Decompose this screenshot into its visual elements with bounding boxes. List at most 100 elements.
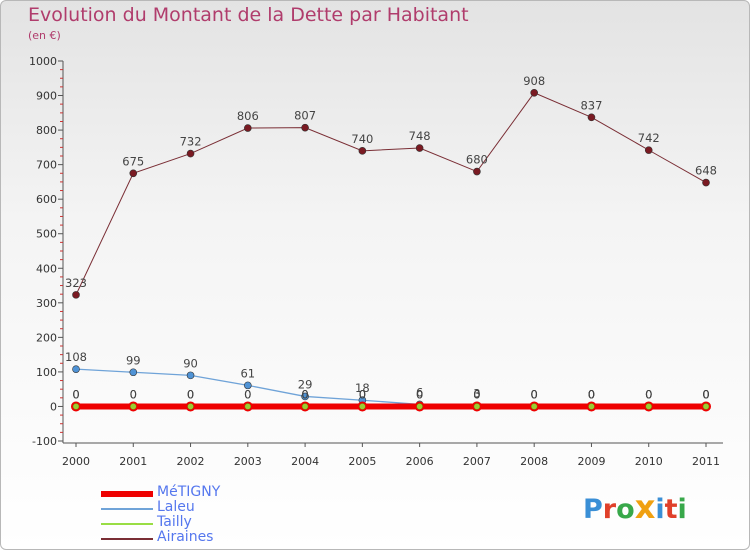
data-label-mtigny: 0 — [588, 387, 595, 401]
data-label-tailly: 0 — [359, 387, 366, 401]
y-tick-label: 800 — [36, 124, 57, 137]
y-tick-label: 900 — [36, 90, 57, 103]
data-label-tailly: 0 — [645, 387, 652, 401]
data-label-laleu: 0 — [702, 387, 709, 401]
data-label-tailly: 0 — [244, 387, 251, 401]
data-point-airaines — [702, 178, 710, 187]
y-tick-label: 400 — [36, 262, 57, 275]
y-tick-label: 300 — [36, 297, 57, 310]
data-point-inner-mtigny — [702, 403, 710, 410]
data-label-laleu: 0 — [531, 387, 538, 401]
x-tick-label: 2004 — [291, 455, 319, 468]
x-tick-label: 2000 — [62, 455, 90, 468]
legend-label: Laleu — [157, 499, 195, 515]
data-point-airaines — [587, 113, 596, 122]
data-label-mtigny: 0 — [702, 387, 709, 401]
data-label-laleu: 0 — [588, 387, 595, 401]
data-label-mtigny: 0 — [416, 387, 423, 401]
data-label-tailly: 0 — [702, 387, 709, 401]
data-label-airaines: 648 — [695, 164, 717, 178]
chart-title: Evolution du Montant de la Dette par Hab… — [28, 4, 469, 26]
data-point-airaines — [186, 149, 195, 158]
data-label-tailly: 0 — [473, 387, 480, 401]
data-point-airaines — [244, 124, 252, 132]
data-label-mtigny: 0 — [72, 387, 79, 401]
legend-swatch — [101, 508, 153, 510]
y-tick-label: 1000 — [29, 55, 57, 68]
data-point-inner-mtigny — [473, 403, 481, 410]
data-point-airaines — [530, 88, 538, 97]
data-label-tailly: 0 — [588, 387, 595, 401]
y-tick-label: 600 — [36, 193, 57, 206]
data-point-airaines — [473, 167, 481, 176]
data-point-laleu — [186, 371, 195, 380]
data-point-inner-mtigny — [244, 403, 252, 410]
data-point-inner-mtigny — [359, 403, 366, 410]
x-tick-label: 2010 — [635, 455, 663, 468]
legend-item: Airaines — [101, 529, 301, 546]
data-point-laleu — [244, 381, 252, 390]
x-tick-label: 2001 — [119, 455, 147, 468]
y-tick-label: -100 — [32, 435, 57, 448]
data-label-tailly: 0 — [416, 387, 423, 401]
data-point-airaines — [644, 146, 653, 154]
legend-label: Tailly — [157, 514, 192, 530]
x-tick-label: 2008 — [520, 455, 548, 468]
data-label-mtigny: 0 — [645, 387, 652, 401]
data-point-inner-mtigny — [588, 403, 595, 410]
data-label-mtigny: 0 — [301, 387, 308, 401]
y-tick-label: 200 — [36, 331, 57, 344]
legend-label: Airaines — [157, 529, 214, 545]
data-point-airaines — [358, 147, 367, 155]
data-point-inner-mtigny — [72, 403, 80, 410]
data-label-laleu: 29 — [298, 377, 313, 391]
legend-item: Tailly — [101, 514, 301, 531]
x-tick-label: 2011 — [692, 455, 720, 468]
data-label-airaines: 732 — [180, 135, 202, 149]
data-label-laleu: 0 — [645, 387, 652, 401]
legend: MéTIGNY Laleu Tailly Airaines — [101, 484, 301, 546]
proxiti-logo: Proxiti — [583, 488, 687, 526]
data-label-tailly: 0 — [187, 387, 194, 401]
x-tick-label: 2002 — [177, 455, 205, 468]
data-point-inner-mtigny — [187, 403, 194, 410]
data-label-tailly: 0 — [130, 387, 137, 401]
data-label-laleu: 108 — [65, 350, 87, 364]
chart-subtitle: (en €) — [28, 29, 61, 42]
x-tick-label: 2009 — [577, 455, 605, 468]
legend-swatch — [101, 523, 153, 525]
data-label-tailly: 0 — [301, 387, 308, 401]
series-line-laleu — [75, 368, 706, 408]
data-label-laleu: 90 — [183, 356, 198, 370]
data-point-airaines — [415, 144, 424, 152]
series-line-airaines — [75, 92, 707, 296]
data-label-airaines: 807 — [294, 109, 316, 123]
data-label-airaines: 837 — [580, 98, 602, 112]
data-point-laleu — [129, 368, 138, 377]
legend-swatch — [101, 538, 153, 540]
legend-label: MéTIGNY — [157, 484, 221, 500]
data-label-mtigny: 0 — [359, 387, 366, 401]
data-point-inner-mtigny — [645, 403, 652, 410]
y-tick-label: 0 — [50, 400, 57, 413]
data-label-airaines: 908 — [523, 74, 545, 88]
data-point-inner-mtigny — [530, 403, 538, 410]
data-label-airaines: 680 — [466, 153, 488, 167]
data-label-mtigny: 0 — [244, 387, 251, 401]
data-label-airaines: 742 — [638, 131, 660, 145]
x-tick-label: 2003 — [234, 455, 262, 468]
y-tick-label: 100 — [36, 366, 57, 379]
data-label-airaines: 675 — [122, 154, 144, 168]
data-point-airaines — [72, 291, 80, 299]
data-point-airaines — [129, 169, 138, 178]
x-tick-label: 2006 — [406, 455, 434, 468]
y-tick-label: 500 — [36, 228, 57, 241]
data-point-inner-mtigny — [416, 403, 423, 410]
data-point-inner-mtigny — [130, 403, 137, 410]
x-tick-label: 2007 — [463, 455, 491, 468]
data-label-laleu: 6 — [416, 385, 423, 399]
y-tick-label: 700 — [36, 159, 57, 172]
data-label-mtigny: 0 — [473, 387, 480, 401]
